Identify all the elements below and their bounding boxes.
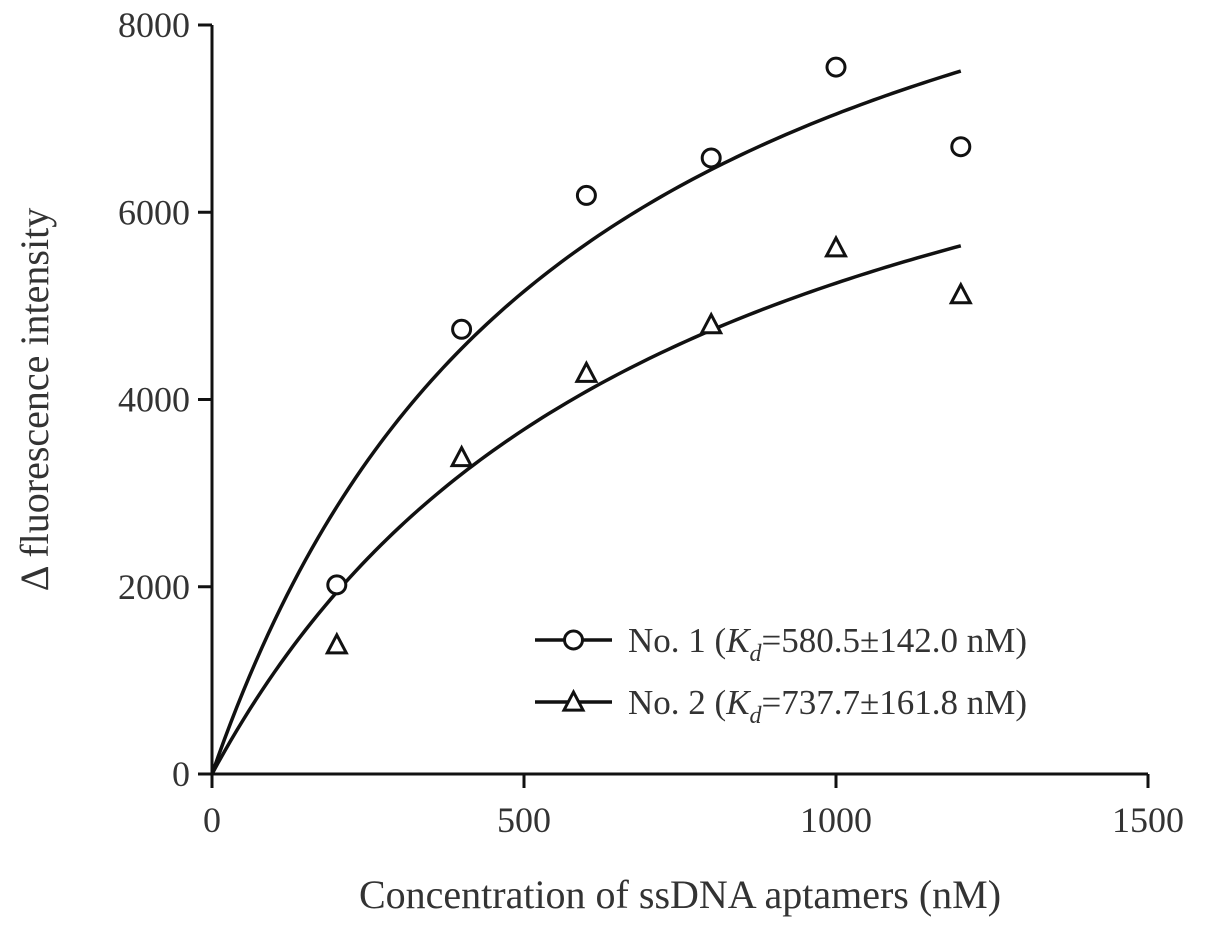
y-tick-label: 2000 (118, 567, 190, 607)
y-tick-label: 0 (172, 754, 190, 794)
x-tick-label: 500 (497, 800, 551, 840)
y-axis-title: Δ fluorescence intensity (12, 208, 57, 591)
y-axis-ticks: 0 2000 4000 6000 8000 (118, 5, 212, 794)
x-tick-label: 0 (203, 800, 221, 840)
legend-kd-subscript: d (750, 641, 763, 667)
legend-prefix: No. 2 ( (628, 683, 726, 722)
data-point-triangle (574, 360, 599, 383)
legend-suffix: =737.7±161.8 nM) (762, 683, 1027, 722)
x-axis-title: Concentration of ssDNA aptamers (nM) (359, 872, 1001, 917)
x-tick-label: 1500 (1112, 800, 1184, 840)
fit-curves (210, 69, 962, 775)
data-points (324, 56, 973, 655)
y-tick-label: 8000 (118, 5, 190, 45)
data-point-circle (326, 574, 348, 596)
x-axis-ticks: 0 500 1000 1500 (203, 774, 1184, 840)
fit-curve-1 (210, 69, 962, 775)
data-point-circle (451, 318, 473, 340)
x-tick-label: 1000 (800, 800, 872, 840)
legend-kd-subscript: d (750, 703, 763, 729)
legend-label-2: No. 2 (Kd=737.7±161.8 nM) (628, 683, 1027, 729)
legend-marker-circle (563, 629, 584, 651)
legend-kd-symbol: K (725, 621, 751, 660)
data-point-circle (700, 147, 722, 169)
data-point-triangle (948, 281, 973, 305)
legend-suffix: =580.5±142.0 nM) (762, 621, 1027, 660)
legend-kd-symbol: K (725, 683, 751, 722)
axes (210, 25, 1148, 776)
data-point-triangle (449, 444, 474, 468)
legend-prefix: No. 1 ( (628, 621, 726, 660)
data-point-circle (825, 56, 847, 78)
data-point-triangle (824, 234, 848, 258)
y-tick-label: 6000 (118, 192, 190, 232)
legend: No. 1 (Kd=580.5±142.0 nM)No. 2 (Kd=737.7… (535, 621, 1027, 729)
data-point-circle (950, 136, 972, 158)
data-point-circle (575, 184, 597, 206)
legend-marker-triangle (561, 688, 586, 712)
data-point-triangle (324, 631, 349, 655)
data-point-triangle (699, 311, 724, 335)
legend-label-1: No. 1 (Kd=580.5±142.0 nM) (628, 621, 1027, 667)
y-tick-label: 4000 (118, 380, 190, 420)
